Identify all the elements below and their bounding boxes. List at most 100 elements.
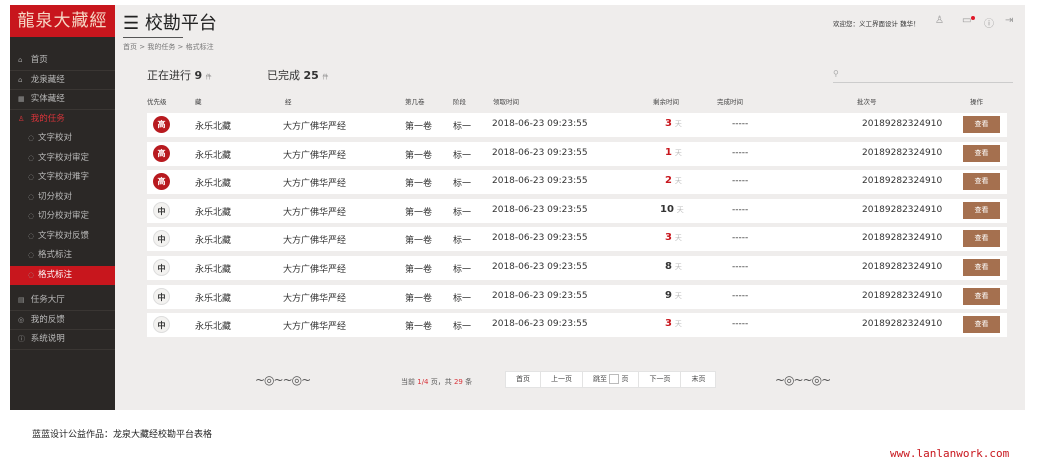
zang-cell: 永乐北藏: [195, 207, 232, 218]
first-page-button[interactable]: 首页: [506, 372, 541, 387]
message-icon[interactable]: ▭: [962, 15, 972, 26]
time-cell: 2018-06-23 09:23:55: [492, 204, 588, 215]
stage-cell: 标一: [453, 179, 472, 190]
jump-to-page: 跳至 页: [583, 372, 640, 387]
done-cell: -----: [732, 176, 749, 187]
remaining-cell: 3 天: [665, 318, 682, 330]
sidebar-subitem[interactable]: ◌ 文字校对反馈: [10, 227, 115, 247]
table-row: 高 永乐北藏 大方广佛华严经 第一卷 标一 2018-06-23 09:23:5…: [147, 141, 1007, 166]
priority-badge: 高: [153, 173, 170, 191]
jing-cell: 大方广佛华严经: [283, 179, 347, 190]
main-content: ☰ 校勘平台 首页 > 我的任务 > 格式标注 欢迎您：义工界面设计 魏华！ ♙…: [115, 5, 1025, 410]
page-title: ☰ 校勘平台: [123, 13, 217, 34]
stage-cell: 标一: [453, 293, 472, 304]
priority-badge: 中: [153, 259, 170, 276]
user-icon[interactable]: ♙: [935, 15, 944, 26]
sidebar-subitem[interactable]: ◌ 切分校对: [10, 188, 115, 208]
view-button[interactable]: 查看: [963, 287, 1000, 305]
view-button[interactable]: 查看: [963, 144, 1000, 162]
juan-cell: 第一卷: [405, 293, 433, 304]
sidebar-subitem[interactable]: ◌ 格式标注: [10, 265, 115, 285]
stage-cell: 标一: [453, 236, 472, 247]
batch-cell: 20189282324910: [862, 319, 943, 330]
column-header: 经: [285, 98, 292, 106]
done-cell: -----: [732, 262, 749, 272]
app-window: 龍泉大藏經 ⌂ 首页 ⌂ 龙泉藏经 ▦ 实体藏经 ♙ 我的任务 ◌ 文字校对 ◌ 文字校对审定…: [10, 5, 1025, 410]
remaining-cell: 10 天: [660, 203, 684, 215]
batch-cell: 20189282324910: [862, 147, 943, 158]
table-row: 中 永乐北藏 大方广佛华严经 第一卷 标一 2018-06-23 09:23:5…: [147, 227, 1007, 252]
help-icon[interactable]: ⓘ: [984, 19, 994, 30]
search-input[interactable]: ⚲: [833, 69, 1013, 83]
remaining-cell: 2 天: [665, 175, 682, 187]
tag-icon: ◌: [28, 251, 35, 259]
done-cell: -----: [732, 290, 749, 301]
in-progress-count: 正在进行 9 件: [147, 69, 212, 82]
zang-cell: 永乐北藏: [195, 122, 232, 132]
column-header: 阶段: [453, 98, 466, 106]
view-button[interactable]: 查看: [963, 201, 1000, 219]
table-row: 高 永乐北藏 大方广佛华严经 第一卷 标一 2018-06-23 09:23:5…: [147, 170, 1007, 195]
tag-icon: ◌: [28, 173, 35, 181]
priority-badge: 中: [153, 287, 170, 305]
priority-badge: 高: [153, 116, 170, 133]
tag-icon: ◌: [28, 192, 35, 201]
zang-cell: 永乐北藏: [195, 293, 232, 304]
time-cell: 2018-06-23 09:23:55: [492, 147, 588, 158]
jing-cell: 大方广佛华严经: [283, 207, 347, 218]
zang-cell: 永乐北藏: [195, 179, 232, 190]
done-cell: -----: [732, 319, 749, 330]
sidebar-item[interactable]: ◎ 我的反馈: [10, 311, 115, 330]
jing-cell: 大方广佛华严经: [283, 265, 347, 275]
last-page-button[interactable]: 末页: [691, 375, 706, 383]
view-button[interactable]: 查看: [963, 230, 1000, 248]
chat-icon: ◎: [18, 315, 25, 324]
view-button[interactable]: 查看: [963, 259, 1000, 276]
zang-cell: 永乐北藏: [195, 322, 232, 333]
sidebar-item[interactable]: ▤ 任务大厅: [10, 291, 115, 311]
sidebar-item[interactable]: ▦ 实体藏经: [10, 90, 115, 110]
table-row: 中 永乐北藏 大方广佛华严经 第一卷 标一 2018-06-23 09:23:5…: [147, 313, 1007, 338]
batch-cell: 20189282324910: [862, 204, 943, 215]
logout-icon[interactable]: ⇥: [1005, 15, 1014, 26]
sidebar-item-my-tasks[interactable]: ♙ 我的任务: [10, 110, 115, 130]
caption: 蓝蓝设计公益作品：龙泉大藏经校勘平台表格: [32, 430, 213, 440]
welcome-text: 欢迎您：义工界面设计 魏华！: [833, 20, 920, 28]
sidebar-subitem[interactable]: ◌ 文字校对审定: [10, 149, 115, 169]
sidebar-subitem[interactable]: ◌ 文字校对难字: [10, 168, 115, 188]
next-page-button[interactable]: 下一页: [639, 372, 682, 387]
sidebar-subitem[interactable]: ◌ 切分校对审定: [10, 207, 115, 227]
done-cell: -----: [732, 233, 749, 244]
juan-cell: 第一卷: [405, 179, 433, 190]
view-button[interactable]: 查看: [963, 316, 1000, 334]
sidebar-subitem[interactable]: ◌ 格式标注: [10, 246, 115, 266]
breadcrumb[interactable]: 首页 > 我的任务 > 格式标注: [123, 43, 214, 51]
grid-icon: ▦: [18, 95, 25, 103]
view-button[interactable]: 查看: [963, 116, 1000, 133]
juan-cell: 第一卷: [405, 207, 433, 218]
sidebar-subitem[interactable]: ◌ 文字校对: [10, 129, 115, 149]
remaining-cell: 1 天: [665, 146, 682, 158]
sidebar-item[interactable]: ⓘ 系统说明: [10, 330, 115, 350]
sidebar-item[interactable]: ⌂ 龙泉藏经: [10, 71, 115, 90]
stage-cell: 标一: [453, 265, 472, 275]
stage-cell: 标一: [453, 322, 472, 333]
done-cell: -----: [732, 119, 749, 129]
done-cell: -----: [732, 204, 749, 215]
time-cell: 2018-06-23 09:23:55: [492, 290, 588, 301]
page-info: 当前 1/4 页，共 29 条: [401, 378, 473, 386]
tag-icon: ◌: [28, 270, 35, 279]
info-icon: ⓘ: [18, 335, 25, 343]
jing-cell: 大方广佛华严经: [283, 150, 347, 161]
priority-badge: 中: [153, 230, 170, 248]
sidebar-item[interactable]: ⌂ 首页: [10, 51, 115, 71]
table-row: 中 永乐北藏 大方广佛华严经 第一卷 标一 2018-06-23 09:23:5…: [147, 256, 1007, 280]
column-header: 优先级: [147, 98, 167, 106]
view-button[interactable]: 查看: [963, 173, 1000, 191]
page-number-input[interactable]: [609, 374, 620, 384]
menu-icon[interactable]: ☰: [123, 13, 140, 34]
juan-cell: 第一卷: [405, 150, 433, 161]
prev-page-button[interactable]: 上一页: [541, 372, 583, 387]
column-header: 批次号: [857, 98, 877, 106]
jing-cell: 大方广佛华严经: [283, 322, 347, 333]
